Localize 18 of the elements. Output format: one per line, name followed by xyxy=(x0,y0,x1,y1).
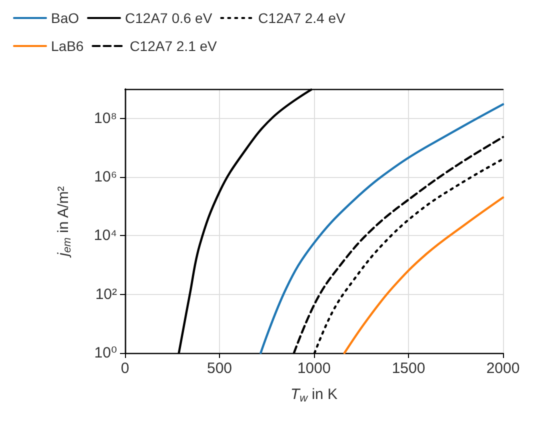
x-tick-label: 2000 xyxy=(486,360,520,377)
y-axis-title: jem in A/m² xyxy=(55,186,74,258)
y-tick-label: 10⁰ xyxy=(94,344,117,362)
y-tick-label: 10⁴ xyxy=(94,227,117,244)
x-tick-label: 0 xyxy=(120,360,130,377)
x-tick-label: 1000 xyxy=(297,360,331,377)
legend-label: BaO xyxy=(51,10,80,26)
legend-label: C12A7 2.4 eV xyxy=(258,10,346,26)
legend-label: C12A7 0.6 eV xyxy=(125,10,213,26)
legend-label: C12A7 2.1 eV xyxy=(130,38,218,54)
x-tick-label: 1500 xyxy=(392,360,426,377)
x-tick-label: 500 xyxy=(206,360,232,377)
line-series xyxy=(260,103,504,354)
legend-label: LaB6 xyxy=(51,38,84,54)
y-tick-label: 10⁶ xyxy=(94,168,117,186)
line-series xyxy=(343,196,504,354)
y-tick-label: 10⁸ xyxy=(94,110,117,127)
y-tick-label: 10² xyxy=(95,286,117,303)
